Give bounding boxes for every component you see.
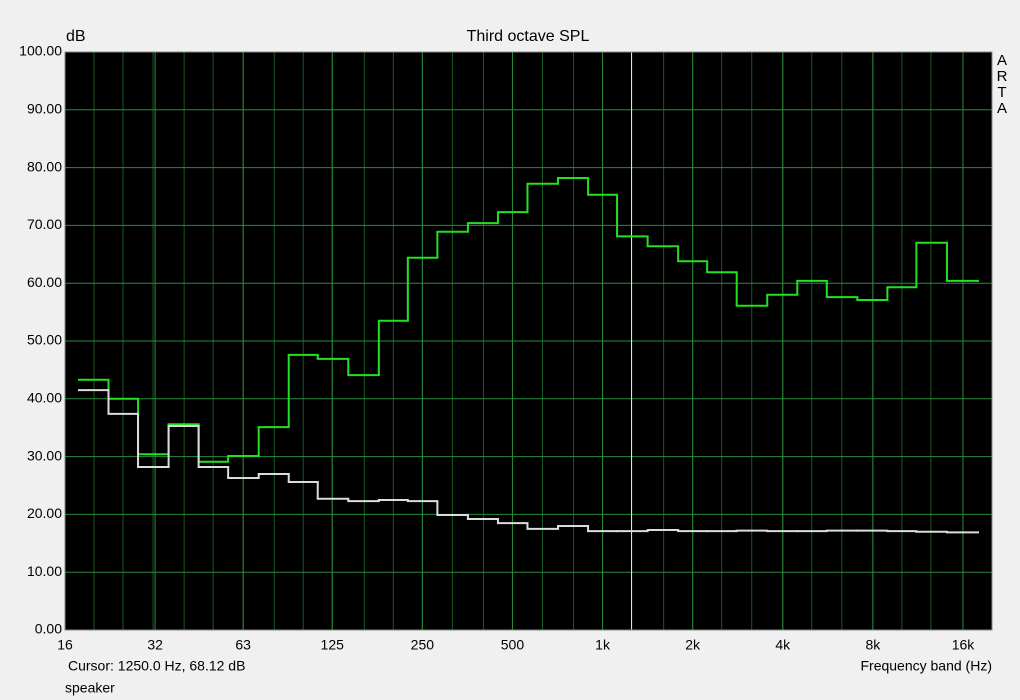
y-tick-label: 50.00 [27, 332, 62, 348]
y-tick-label: 80.00 [27, 158, 62, 174]
x-tick-label: 63 [235, 637, 251, 653]
x-tick-label: 32 [147, 637, 163, 653]
y-tick-label: 30.00 [27, 447, 62, 463]
series [77, 389, 980, 534]
y-tick-label: 20.00 [27, 505, 62, 521]
x-tick-label: 125 [321, 637, 345, 653]
y-unit: dB [66, 28, 86, 45]
watermark-letter: A [997, 52, 1007, 69]
watermark-letter: A [997, 100, 1007, 117]
x-tick-label: 2k [685, 637, 701, 653]
x-tick-label: 1k [595, 637, 611, 653]
watermark-letter: R [997, 68, 1008, 85]
y-tick-label: 90.00 [27, 101, 62, 117]
legend-entry: speaker [65, 680, 115, 696]
x-axis-label: Frequency band (Hz) [860, 658, 992, 674]
y-tick-label: 100.00 [19, 43, 62, 59]
marks [77, 52, 980, 630]
x-tick-label: 4k [775, 637, 791, 653]
watermark-letter: T [997, 84, 1006, 101]
cursor-readout: Cursor: 1250.0 Hz, 68.12 dB [68, 658, 245, 674]
plot-border [64, 51, 993, 631]
x-tick-label: 16 [57, 637, 73, 653]
y-tick-label: 0.00 [35, 621, 62, 637]
chart-title: Third octave SPL [467, 28, 590, 45]
y-tick-label: 10.00 [27, 563, 62, 579]
series [77, 177, 980, 463]
y-tick-label: 70.00 [27, 216, 62, 232]
x-tick-label: 8k [865, 637, 881, 653]
x-tick-label: 250 [411, 637, 435, 653]
x-tick-label: 500 [501, 637, 525, 653]
y-tick-label: 40.00 [27, 390, 62, 406]
x-tick-label: 16k [952, 637, 976, 653]
y-tick-label: 60.00 [27, 274, 62, 290]
